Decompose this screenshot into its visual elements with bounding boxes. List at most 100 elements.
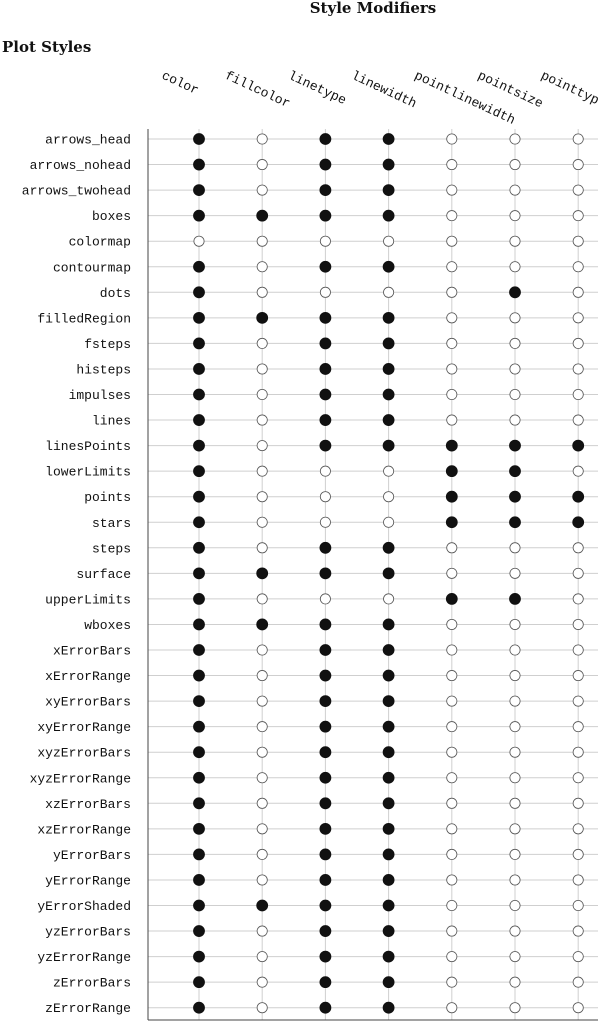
filled-marker-arrows_twohead-linetype [319,184,332,197]
filled-marker-yErrorBars-linetype [319,848,332,861]
filled-marker-boxes-color [193,209,205,222]
filled-marker-zErrorRange-linewidth [382,1001,395,1014]
filled-marker-points-pointtype [572,490,585,503]
filled-marker-points-pointlinewidth [445,490,458,503]
filled-marker-dots-color [193,286,205,299]
empty-marker-yzErrorRange-pointtype [572,951,584,963]
empty-marker-upperLimits-fillcolor [256,593,268,605]
filled-marker-xyzErrorRange-linetype [319,771,332,784]
empty-marker-surface-pointsize [509,567,521,579]
empty-marker-dots-pointtype [572,286,584,298]
empty-marker-contourmap-pointsize [509,261,521,273]
column-label-pointtype: pointtype [539,68,598,111]
empty-marker-yzErrorBars-fillcolor [256,925,268,937]
empty-marker-xyzErrorBars-fillcolor [256,746,268,758]
empty-marker-yErrorRange-pointtype [572,874,584,886]
empty-marker-upperLimits-pointtype [572,593,584,605]
filled-marker-linesPoints-pointsize [509,439,521,452]
empty-marker-xyErrorRange-pointtype [572,721,584,733]
empty-marker-points-linewidth [383,491,395,503]
filled-marker-linesPoints-color [193,439,205,452]
filled-marker-filledRegion-linewidth [382,311,395,324]
empty-marker-contourmap-pointtype [572,261,584,273]
empty-marker-fsteps-pointlinewidth [446,337,458,349]
empty-marker-impulses-pointsize [509,388,521,400]
filled-marker-xErrorRange-color [193,669,205,682]
filled-marker-linesPoints-pointtype [572,439,585,452]
filled-marker-linesPoints-linetype [319,439,332,452]
empty-marker-impulses-fillcolor [256,388,268,400]
empty-marker-lowerLimits-pointtype [572,465,584,477]
filled-marker-yErrorShaded-fillcolor [256,899,269,912]
filled-marker-stars-pointsize [509,516,521,529]
chart-title: Style Modifiers [310,0,437,17]
row-label-wboxes: wboxes [84,618,131,633]
empty-marker-arrows_nohead-fillcolor [256,159,268,171]
filled-marker-upperLimits-pointlinewidth [445,593,458,605]
filled-marker-surface-linewidth [382,567,395,580]
empty-marker-xErrorBars-pointtype [572,644,584,656]
empty-marker-yErrorRange-fillcolor [256,874,268,886]
filled-marker-fsteps-color [193,337,205,350]
empty-marker-dots-fillcolor [256,286,268,298]
empty-marker-impulses-pointlinewidth [446,388,458,400]
empty-marker-zErrorBars-fillcolor [256,976,268,988]
empty-marker-yErrorShaded-pointlinewidth [446,900,458,912]
filled-marker-wboxes-linetype [319,618,332,631]
filled-marker-contourmap-linewidth [382,260,395,273]
empty-marker-xErrorBars-pointlinewidth [446,644,458,656]
row-label-xErrorRange: xErrorRange [45,669,131,684]
filled-marker-arrows_head-color [193,133,205,145]
filled-marker-steps-linetype [319,541,332,554]
empty-marker-boxes-pointsize [509,210,521,222]
empty-marker-colormap-color [193,235,205,247]
empty-marker-yzErrorBars-pointsize [509,925,521,937]
filled-marker-arrows_nohead-linetype [319,158,332,171]
filled-marker-wboxes-fillcolor [256,618,269,631]
filled-marker-linesPoints-pointlinewidth [445,439,458,452]
filled-marker-arrows_twohead-color [193,184,205,197]
empty-marker-xErrorRange-pointtype [572,670,584,682]
empty-marker-histeps-pointlinewidth [446,363,458,375]
empty-marker-upperLimits-linetype [319,593,331,605]
empty-marker-boxes-pointtype [572,210,584,222]
row-label-yzErrorRange: yzErrorRange [37,950,131,965]
filled-marker-boxes-linetype [319,209,332,222]
row-label-yzErrorBars: yzErrorBars [45,925,131,940]
empty-marker-stars-linewidth [383,516,395,528]
empty-marker-lines-fillcolor [256,414,268,426]
empty-marker-xyzErrorRange-fillcolor [256,772,268,784]
empty-marker-arrows_twohead-fillcolor [256,184,268,196]
empty-marker-fsteps-fillcolor [256,337,268,349]
grid [148,129,598,1020]
empty-marker-yErrorShaded-pointsize [509,900,521,912]
empty-marker-steps-fillcolor [256,542,268,554]
empty-marker-yzErrorRange-pointlinewidth [446,951,458,963]
empty-marker-colormap-linetype [319,235,331,247]
filled-marker-upperLimits-color [193,593,205,605]
empty-marker-yzErrorBars-pointlinewidth [446,925,458,937]
empty-marker-colormap-pointlinewidth [446,235,458,247]
filled-marker-xyzErrorRange-color [193,771,205,784]
empty-marker-yzErrorBars-pointtype [572,925,584,937]
column-label-fillcolor: fillcolor [223,68,293,111]
filled-marker-yErrorBars-linewidth [382,848,395,861]
filled-marker-upperLimits-pointsize [509,593,521,605]
filled-marker-stars-color [193,516,205,529]
row-label-upperLimits: upperLimits [45,592,131,607]
filled-marker-filledRegion-color [193,311,205,324]
empty-marker-xzErrorBars-pointlinewidth [446,797,458,809]
empty-marker-linesPoints-fillcolor [256,440,268,452]
filled-marker-yErrorBars-color [193,848,205,861]
row-label-impulses: impulses [69,388,131,403]
filled-marker-lowerLimits-pointlinewidth [445,465,458,478]
empty-marker-xErrorRange-pointsize [509,670,521,682]
row-label-xzErrorBars: xzErrorBars [45,797,131,812]
row-label-fsteps: fsteps [84,337,131,352]
empty-marker-arrows_head-pointsize [509,133,521,145]
filled-marker-xyErrorRange-linetype [319,720,332,733]
empty-marker-xyErrorBars-pointlinewidth [446,695,458,707]
filled-marker-yErrorRange-linetype [319,874,332,886]
filled-marker-lines-linetype [319,414,332,426]
filled-marker-zErrorBars-linewidth [382,976,395,989]
